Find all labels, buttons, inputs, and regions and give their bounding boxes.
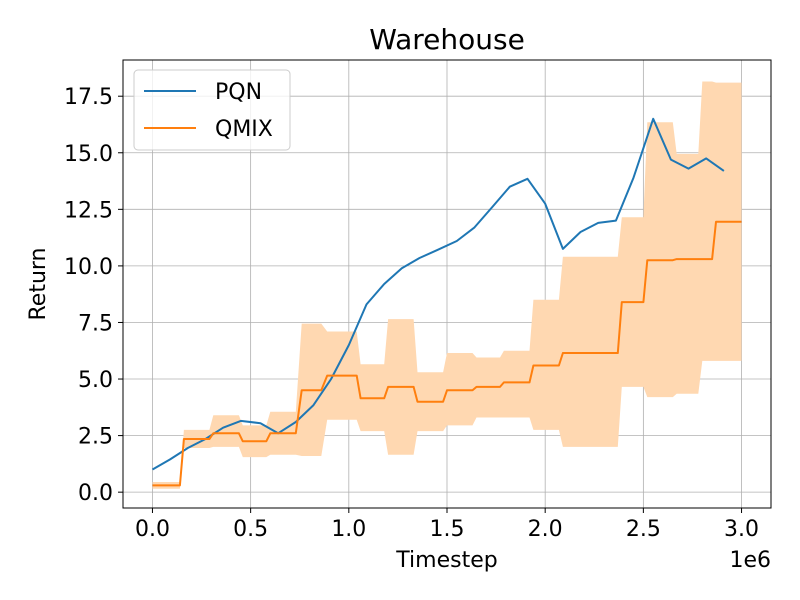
y-tick-label: 7.5	[78, 311, 113, 336]
y-tick-label: 0.0	[78, 481, 113, 506]
x-tick-label: 0.5	[233, 517, 268, 542]
confidence-bands	[152, 81, 742, 489]
legend: PQN QMIX	[133, 69, 291, 151]
x-axis-ticks: 0.0 0.5 1.0 1.5 2.0 2.5 3.0	[135, 508, 759, 542]
qmix-series-line	[152, 220, 742, 487]
chart-title: Warehouse	[369, 23, 525, 56]
y-tick-label: 2.5	[78, 425, 113, 450]
pqn-series-line	[152, 117, 725, 471]
x-axis-offset-label: 1e6	[729, 548, 771, 573]
y-tick-label: 17.5	[64, 85, 113, 110]
qmix-confidence-band	[152, 81, 742, 489]
x-tick-label: 2.5	[626, 517, 661, 542]
y-tick-label: 12.5	[64, 198, 113, 223]
x-tick-label: 2.0	[528, 517, 563, 542]
y-axis-label: Return	[26, 247, 51, 320]
y-tick-label: 15.0	[64, 142, 113, 167]
x-tick-label: 1.5	[430, 517, 465, 542]
x-tick-label: 0.0	[135, 517, 170, 542]
legend-label-qmix: QMIX	[215, 117, 273, 142]
y-tick-label: 5.0	[78, 368, 113, 393]
series-lines	[152, 117, 742, 487]
x-tick-label: 3.0	[724, 517, 759, 542]
x-axis-label: Timestep	[395, 548, 497, 573]
y-axis-ticks: 0.0 2.5 5.0 7.5 10.0 12.5 15.0 17.5	[64, 85, 123, 506]
y-tick-label: 10.0	[64, 255, 113, 280]
x-tick-label: 1.0	[331, 517, 366, 542]
legend-label-pqn: PQN	[215, 80, 262, 105]
